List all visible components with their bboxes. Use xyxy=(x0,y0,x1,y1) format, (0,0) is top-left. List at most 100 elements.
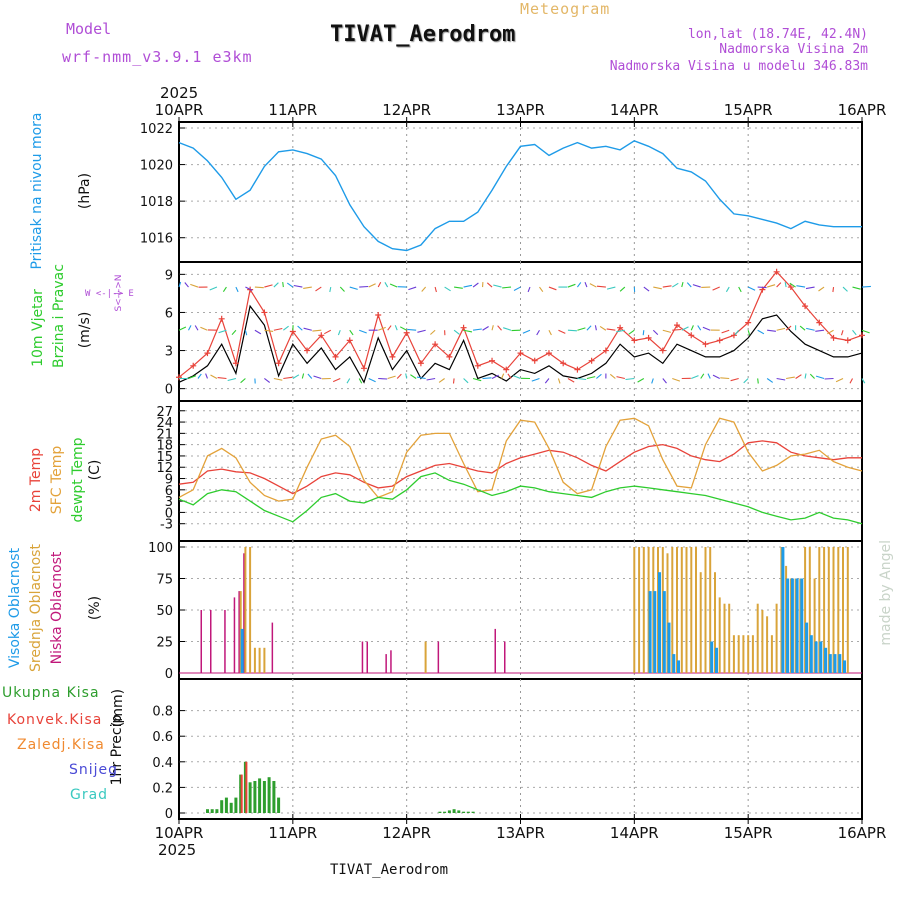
wind-gust-marker xyxy=(517,350,524,357)
panel-frame-0 xyxy=(178,121,863,263)
cloud-bar xyxy=(390,650,392,673)
wind-direction-arrow xyxy=(438,378,445,383)
cloud-bar xyxy=(761,610,764,673)
cloud-bar xyxy=(263,647,266,673)
wind-direction-arrow xyxy=(805,286,815,290)
wind-direction-arrow xyxy=(513,286,521,291)
wind-direction-arrow xyxy=(378,377,388,380)
wind-direction-arrow xyxy=(358,378,363,384)
wind-direction-arrow xyxy=(721,329,730,334)
y-tick-label: 0 xyxy=(165,807,173,822)
wind-gust-marker xyxy=(659,347,666,354)
cloud-bar xyxy=(494,628,496,673)
wind-direction-arrow xyxy=(567,378,575,383)
y-tick-label: 12 xyxy=(156,461,173,476)
wind-direction-arrow xyxy=(264,329,274,332)
wind-direction-arrow xyxy=(286,282,294,288)
wind-gust-marker xyxy=(645,334,652,341)
wind-direction-arrow xyxy=(210,374,218,379)
cloud-bar xyxy=(781,547,785,673)
cloud-bar xyxy=(253,647,256,673)
cloud-bar xyxy=(653,591,657,673)
wind-gust-marker xyxy=(617,324,624,331)
wind-direction-arrow xyxy=(596,373,602,379)
wind-gust-marker xyxy=(417,360,424,367)
wind-gust-marker xyxy=(446,353,453,360)
wind-direction-arrow xyxy=(818,286,825,292)
time-label-bottom: 11APR xyxy=(268,824,317,842)
wind-direction-arrow xyxy=(757,329,765,335)
wind-direction-arrow xyxy=(244,330,248,336)
wind-direction-arrow xyxy=(849,378,854,384)
wind-direction-arrow xyxy=(625,377,635,381)
wind-direction-arrow xyxy=(329,286,332,293)
cloud-bar xyxy=(728,603,731,673)
wind-direction-arrow xyxy=(273,327,283,331)
wind-direction-arrow xyxy=(548,286,557,291)
model-label: Model xyxy=(66,20,112,38)
wind-gust-marker xyxy=(830,334,837,341)
lonlat-label: lon,lat (18.74E, 42.4N) xyxy=(687,27,868,42)
wind-direction-arrow xyxy=(264,378,271,383)
temp-line-1 xyxy=(178,417,863,502)
wind-direction-arrow xyxy=(482,377,492,380)
precip-bar xyxy=(272,781,276,813)
wind-direction-arrow xyxy=(606,286,616,290)
wind-direction-arrow xyxy=(430,329,436,335)
wind-direction-arrow xyxy=(452,378,455,384)
precip-bar xyxy=(267,777,271,813)
y-tick-label: 0.8 xyxy=(152,705,173,720)
wind-direction-arrow xyxy=(712,286,720,291)
wind-direction-arrow xyxy=(503,327,512,331)
wind-gust-marker xyxy=(773,268,780,275)
cloud-bar xyxy=(770,635,773,673)
temp-line-2 xyxy=(178,472,863,525)
wind-speed-line xyxy=(178,304,863,384)
time-label-bottom: 13APR xyxy=(496,824,545,842)
wind-direction-arrow xyxy=(178,326,187,331)
wind-direction-arrow xyxy=(730,377,739,382)
wind-direction-arrow xyxy=(303,286,312,289)
wind-direction-arrow xyxy=(337,330,341,336)
time-label-top: 11APR xyxy=(268,101,317,119)
wind-gust-marker xyxy=(332,353,339,360)
wind-gust-marker xyxy=(261,309,268,316)
wind-gust-marker xyxy=(318,332,325,339)
wind-direction-arrow xyxy=(399,326,407,331)
cloud-bar xyxy=(633,547,636,673)
cloud-bar xyxy=(361,641,364,673)
wind-direction-arrow xyxy=(776,327,786,331)
y-tick-label: 0.6 xyxy=(152,730,173,745)
model-elevation-label: Nadmorska Visina u modelu 346.83m xyxy=(609,59,868,74)
wind-direction-arrow xyxy=(389,283,398,288)
wind-direction-arrow xyxy=(245,286,253,291)
wind-direction-arrow xyxy=(303,327,312,331)
cloud-bar xyxy=(846,547,849,673)
wind-gust-marker xyxy=(474,362,481,369)
wind-gust-marker xyxy=(531,357,538,364)
wind-direction-arrow xyxy=(502,286,512,289)
precip-bar xyxy=(253,781,257,813)
y-tick-label: 1018 xyxy=(140,195,173,210)
precip-bar xyxy=(220,800,224,813)
legend-conv-rain: Konvek.Kisa xyxy=(7,712,103,728)
wind-direction-arrow xyxy=(747,330,751,336)
wind-direction-arrow xyxy=(387,375,396,380)
wind-direction-arrow xyxy=(200,326,208,331)
wind-direction-arrow xyxy=(637,378,645,383)
wind-gust-marker xyxy=(489,357,496,364)
wind-direction-arrow xyxy=(315,286,322,292)
wind-gust-marker xyxy=(745,319,752,326)
cloud-bar xyxy=(210,610,212,673)
cloud-bar xyxy=(258,647,261,673)
wind-direction-arrow xyxy=(507,373,512,379)
wind-direction-arrow xyxy=(832,286,835,293)
precip-bar xyxy=(258,778,262,813)
precip-bar xyxy=(210,809,214,813)
time-label-top: 15APR xyxy=(724,101,773,119)
legend-snow: Snijeg xyxy=(69,762,119,778)
wind-direction-arrow xyxy=(827,329,834,335)
wind-direction-arrow xyxy=(463,378,469,384)
wind-direction-arrow xyxy=(672,328,682,331)
wind-direction-arrow xyxy=(339,286,345,292)
